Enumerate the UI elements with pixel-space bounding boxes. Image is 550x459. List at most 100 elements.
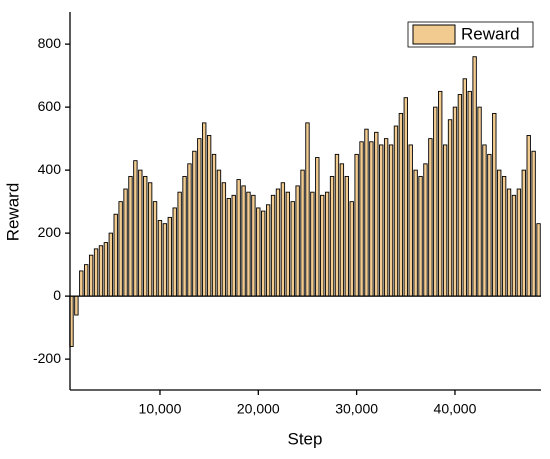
bar <box>147 182 153 297</box>
y-tick-label: 0 <box>53 287 61 303</box>
bar <box>359 141 364 297</box>
bar <box>113 213 118 297</box>
bar <box>408 144 413 297</box>
bar <box>349 201 354 297</box>
bar <box>211 153 217 297</box>
bar <box>231 194 236 297</box>
bar <box>334 153 340 297</box>
bar <box>315 157 320 297</box>
bar <box>221 182 227 297</box>
bar <box>531 150 536 297</box>
bar <box>157 220 163 297</box>
bar <box>84 264 89 297</box>
bar <box>187 163 192 297</box>
bar <box>98 245 104 297</box>
bar <box>413 169 418 297</box>
bar <box>472 56 477 297</box>
bar <box>418 175 423 297</box>
bar <box>216 169 222 297</box>
bar <box>138 169 143 297</box>
bar <box>354 153 359 297</box>
bar <box>457 94 463 297</box>
bar <box>206 135 212 297</box>
y-tick-label: 800 <box>38 35 62 51</box>
y-tick-label: 200 <box>38 224 62 240</box>
bar <box>536 223 541 297</box>
bar <box>344 175 349 297</box>
bar <box>251 194 256 297</box>
bar <box>320 194 325 297</box>
y-tick-label: 400 <box>38 161 62 177</box>
x-tick-label: 20,000 <box>237 401 280 417</box>
bar <box>246 191 251 297</box>
bar <box>118 201 123 297</box>
bar <box>305 122 310 297</box>
legend-swatch <box>412 24 456 45</box>
bar <box>383 138 389 297</box>
bar <box>295 185 300 297</box>
bar <box>364 128 369 297</box>
bar <box>447 119 453 297</box>
bar <box>192 150 197 297</box>
bar <box>123 188 128 297</box>
bar <box>93 248 99 297</box>
bar <box>226 198 231 297</box>
legend-label: Reward <box>461 24 520 43</box>
bar <box>452 106 458 297</box>
bar <box>265 204 271 297</box>
bar <box>197 138 202 297</box>
bar <box>310 191 315 297</box>
bar <box>177 191 182 297</box>
bar <box>487 153 492 297</box>
bar <box>393 125 399 297</box>
bar <box>374 131 379 297</box>
bar <box>521 169 526 297</box>
bar <box>442 144 448 297</box>
bar <box>143 175 148 297</box>
bar <box>74 295 79 316</box>
bar <box>172 207 177 297</box>
bar <box>511 194 517 297</box>
bar <box>506 188 512 297</box>
bar <box>477 106 482 297</box>
bar <box>438 90 443 297</box>
bar <box>275 188 281 297</box>
bar <box>108 232 113 297</box>
bar <box>423 163 428 297</box>
bar <box>300 169 305 297</box>
x-tick-label: 10,000 <box>139 401 182 417</box>
bar <box>270 194 276 297</box>
bar <box>162 223 168 297</box>
bar <box>79 270 84 297</box>
x-axis-label: Step <box>288 429 323 448</box>
bar <box>256 207 261 297</box>
bar <box>280 182 286 297</box>
bar <box>133 160 138 297</box>
bar <box>516 188 522 297</box>
bar <box>202 122 207 297</box>
bar <box>329 175 335 297</box>
bar <box>285 191 290 297</box>
y-tick-label: -200 <box>33 350 61 366</box>
bar <box>103 242 109 297</box>
bar <box>388 144 394 297</box>
bar <box>369 141 374 297</box>
bar <box>152 201 158 297</box>
x-tick-label: 30,000 <box>335 401 378 417</box>
bar <box>428 138 433 297</box>
bar <box>482 144 487 297</box>
bar <box>290 201 295 297</box>
bar <box>462 78 467 297</box>
bar <box>501 175 507 297</box>
bar <box>492 112 497 297</box>
bar <box>182 175 187 297</box>
bar <box>497 169 502 297</box>
bar <box>261 210 266 297</box>
bar <box>403 97 408 297</box>
bar <box>324 191 330 297</box>
bar <box>236 179 241 297</box>
y-axis-label: Reward <box>3 183 22 242</box>
bar <box>241 185 246 297</box>
bar <box>433 106 438 297</box>
bar <box>167 216 172 297</box>
